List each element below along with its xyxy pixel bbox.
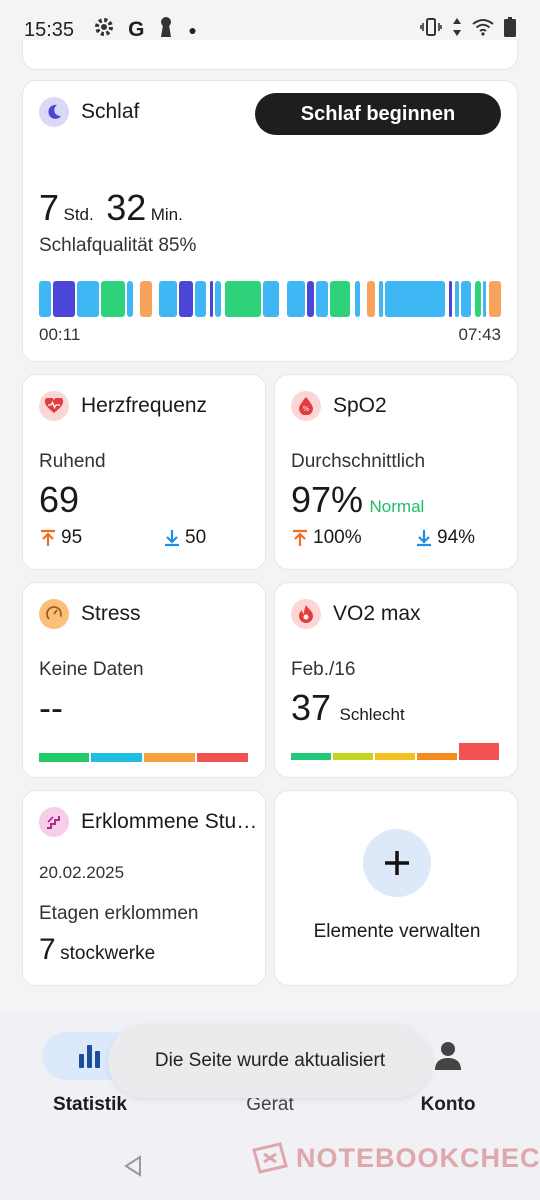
vibrate-icon	[420, 17, 442, 43]
svg-text:%: %	[303, 405, 310, 413]
watermark-text: NOTEBOOKCHECK	[296, 1142, 540, 1173]
previous-card-edge[interactable]	[22, 40, 518, 70]
vo2max-header: VO2 max	[291, 599, 421, 629]
manage-elements-card[interactable]: Elemente verwalten	[274, 790, 518, 986]
manage-elements-label: Elemente verwalten	[313, 921, 481, 942]
vo2max-date: Feb./16	[291, 659, 356, 680]
heart-rate-value: 69	[39, 479, 80, 520]
heart-icon	[39, 391, 69, 421]
gauge-icon	[39, 599, 69, 629]
sleep-duration: 7 Std. 32 Min.	[39, 187, 183, 229]
stairs-header: Erklommene Stu…	[39, 807, 257, 837]
stairs-icon	[39, 807, 69, 837]
stress-scale-bar	[39, 753, 248, 762]
start-sleep-button[interactable]: Schlaf beginnen	[255, 93, 501, 135]
watermark: NOTEBOOKCHECK	[250, 1140, 540, 1176]
heart-rate-title: Herzfrequenz	[81, 394, 208, 417]
sleep-end-time: 07:43	[458, 325, 501, 344]
status-bar: 15:35 G ●	[0, 0, 540, 60]
spo2-status: Normal	[369, 497, 425, 516]
vo2max-value: 37	[291, 687, 332, 728]
spo2-title: SpO2	[333, 394, 387, 417]
spo2-label: Durchschnittlich	[291, 451, 426, 472]
keyhole-icon	[158, 16, 174, 44]
arrow-down-icon	[417, 530, 431, 547]
refresh-toast: Die Seite wurde aktualisiert	[108, 1024, 432, 1098]
back-triangle-icon	[124, 1155, 141, 1177]
spo2-value-row: 97% Normal	[291, 479, 424, 521]
sleep-title: Schlaf	[81, 100, 140, 123]
heart-rate-max-value: 95	[61, 527, 83, 548]
bar-chart-icon	[79, 1045, 100, 1068]
arrow-up-icon	[41, 529, 55, 546]
nav-konto-pill	[400, 1032, 496, 1080]
vo2max-rating: Schlecht	[339, 705, 405, 724]
sleep-minutes-unit: Min.	[150, 205, 183, 224]
blood-drop-icon: %	[291, 391, 321, 421]
heart-rate-card[interactable]: Herzfrequenz Ruhend 69 95 50	[22, 374, 266, 570]
sleep-hours: 7	[39, 187, 60, 228]
stress-card[interactable]: Stress Keine Daten --	[22, 582, 266, 778]
stairs-date: 20.02.2025	[39, 863, 125, 882]
spo2-max: 100%	[291, 527, 362, 549]
stress-header: Stress	[39, 599, 141, 629]
heart-rate-header: Herzfrequenz	[39, 391, 207, 421]
stairs-value-row: 7 stockwerke	[39, 933, 155, 967]
heart-rate-label: Ruhend	[39, 451, 106, 472]
status-time: 15:35	[24, 18, 75, 41]
sleep-start-time: 00:11	[39, 325, 81, 344]
spo2-min: 94%	[415, 527, 475, 549]
stairs-value: 7	[39, 933, 56, 966]
stress-label: Keine Daten	[39, 659, 144, 680]
nav-konto-label: Konto	[420, 1094, 476, 1115]
google-icon: G	[128, 18, 145, 41]
heart-rate-min: 50	[163, 527, 206, 549]
stairs-card[interactable]: Erklommene Stu… 20.02.2025 Etagen erklom…	[22, 790, 266, 986]
nav-konto[interactable]: Konto	[388, 1032, 508, 1116]
vo2max-title: VO2 max	[333, 602, 421, 625]
nav-geraet-label: Gerät	[246, 1094, 294, 1115]
spo2-max-value: 100%	[313, 527, 362, 548]
vo2max-value-row: 37 Schlecht	[291, 687, 405, 729]
spo2-min-value: 94%	[437, 527, 476, 548]
sleep-hours-unit: Std.	[63, 205, 94, 224]
gear-icon	[94, 17, 114, 43]
battery-icon	[504, 17, 516, 43]
moon-icon	[39, 97, 69, 127]
vo2max-card[interactable]: VO2 max Feb./16 37 Schlecht	[274, 582, 518, 778]
person-icon	[435, 1042, 461, 1070]
vo2max-scale-bar	[291, 743, 501, 762]
heart-rate-min-value: 50	[185, 527, 207, 548]
spo2-header: % SpO2	[291, 391, 387, 421]
watermark-logo-icon	[252, 1142, 288, 1174]
sleep-card[interactable]: Schlaf Schlaf beginnen 7 Std. 32 Min. Sc…	[22, 80, 518, 362]
arrow-down-icon	[165, 530, 179, 547]
nav-statistik-label: Statistik	[53, 1094, 127, 1115]
sleep-minutes: 32	[106, 187, 147, 228]
heart-rate-max: 95	[39, 527, 82, 549]
flame-icon	[291, 599, 321, 629]
stress-title: Stress	[81, 602, 141, 625]
sleep-card-header: Schlaf	[39, 97, 139, 127]
plus-icon	[385, 851, 409, 875]
add-button[interactable]	[363, 829, 431, 897]
dot-icon: ●	[188, 22, 197, 38]
stairs-title: Erklommene Stu…	[81, 810, 258, 833]
arrow-up-icon	[293, 529, 307, 546]
sleep-stages-bar	[39, 281, 501, 317]
back-gesture-button[interactable]	[122, 1154, 144, 1183]
stairs-label: Etagen erklommen	[39, 903, 199, 924]
sleep-quality: Schlafqualität 85%	[39, 235, 197, 256]
wifi-icon	[472, 18, 494, 42]
stairs-unit: stockwerke	[60, 943, 156, 964]
data-arrows-icon	[452, 17, 462, 43]
spo2-card[interactable]: % SpO2 Durchschnittlich 97% Normal 100% …	[274, 374, 518, 570]
spo2-value: 97%	[291, 479, 364, 520]
stress-value: --	[39, 687, 63, 728]
